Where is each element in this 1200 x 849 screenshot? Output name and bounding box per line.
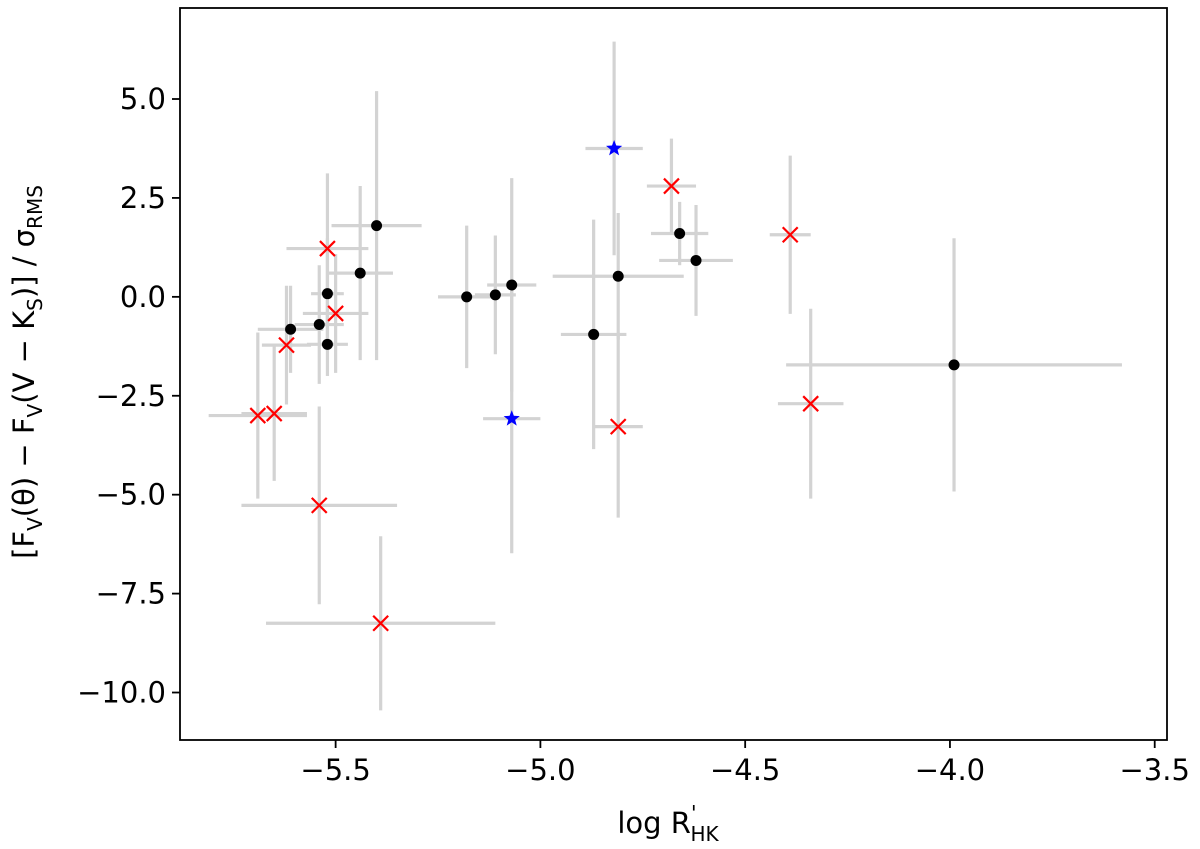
y-tick-label-0: 5.0 bbox=[120, 82, 166, 116]
black-dots-point-2 bbox=[321, 288, 333, 300]
plot-frame bbox=[179, 7, 1168, 741]
y-tick-label-6: −10.0 bbox=[77, 676, 166, 710]
black-dots-point-3 bbox=[321, 338, 333, 350]
black-dots-point-10 bbox=[612, 270, 624, 282]
y-tick-label-4: −5.0 bbox=[96, 478, 166, 512]
red-crosses-point-0 bbox=[249, 407, 267, 424]
black-dots-point-6 bbox=[461, 291, 473, 303]
blue-stars-point-1 bbox=[503, 410, 520, 426]
black-dots-point-12 bbox=[690, 254, 702, 266]
x-tick-label-0: −5.5 bbox=[300, 753, 370, 787]
black-dots-point-9 bbox=[588, 328, 600, 340]
black-dots-point-8 bbox=[506, 279, 518, 291]
y-tick-label-5: −7.5 bbox=[96, 577, 166, 611]
red-crosses-point-9 bbox=[781, 226, 799, 243]
red-crosses-point-3 bbox=[319, 240, 336, 257]
red-crosses-point-8 bbox=[663, 177, 680, 195]
x-tick-label-4: −3.5 bbox=[1120, 753, 1190, 787]
x-tick-label-2: −4.5 bbox=[710, 753, 780, 787]
x-tick-label-1: −5.0 bbox=[505, 753, 575, 787]
red-crosses-point-7 bbox=[609, 418, 627, 435]
black-dots-point-4 bbox=[354, 267, 366, 279]
black-dots-point-13 bbox=[948, 359, 960, 371]
y-tick-label-1: 2.5 bbox=[120, 181, 166, 215]
x-tick-label-3: −4.0 bbox=[915, 753, 985, 787]
black-dots-point-1 bbox=[313, 319, 325, 331]
red-crosses-point-1 bbox=[265, 405, 283, 422]
black-dots-point-11 bbox=[674, 228, 686, 240]
y-axis-ticks: 5.0 2.5 0.0 −2.5 −5.0 −7.5 −10.0 bbox=[77, 82, 180, 710]
black-dots-point-5 bbox=[371, 220, 383, 232]
blue-stars-point-0 bbox=[606, 139, 623, 156]
y-tick-label-3: −2.5 bbox=[96, 379, 166, 413]
red-crosses-point-4 bbox=[327, 305, 344, 322]
x-axis-ticks: −5.5 −5.0 −4.5 −4.0 −3.5 bbox=[300, 740, 1190, 787]
red-crosses-point-10 bbox=[802, 395, 819, 412]
y-axis-label: [FV(θ) − FV(V − KS)] / σRMS bbox=[7, 185, 47, 559]
black-dots-point-7 bbox=[489, 289, 501, 301]
red-crosses-point-2 bbox=[278, 336, 295, 354]
red-crosses-point-5 bbox=[310, 497, 328, 514]
y-tick-label-2: 0.0 bbox=[120, 280, 166, 314]
black-dots-point-0 bbox=[285, 323, 297, 335]
red-crosses-point-6 bbox=[372, 614, 389, 632]
data-markers bbox=[249, 139, 960, 632]
x-axis-label: log R' HK bbox=[617, 801, 719, 846]
